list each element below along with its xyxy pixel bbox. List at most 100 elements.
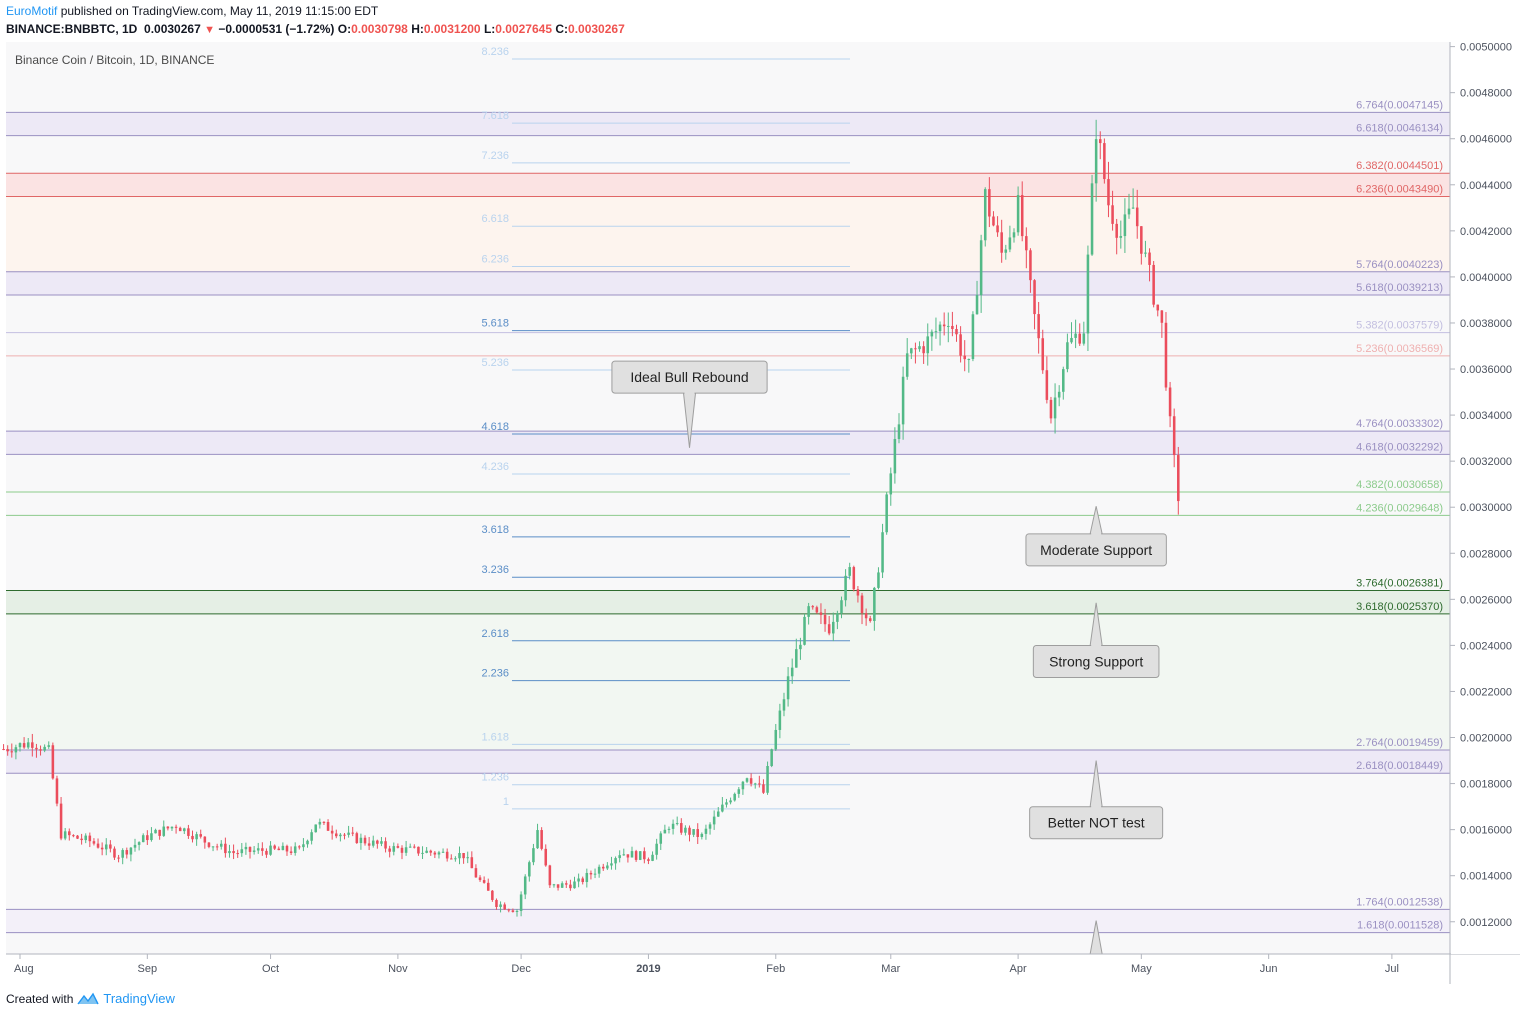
candle-body	[92, 841, 96, 844]
candle-body	[560, 883, 564, 888]
high-value: 0.0031200	[423, 22, 481, 36]
tradingview-logo-icon	[77, 992, 100, 1004]
time-tick-label: May	[1131, 963, 1152, 975]
candle-body	[733, 793, 736, 801]
candle-body	[889, 473, 893, 495]
candle-body	[318, 821, 322, 825]
candle-body	[162, 826, 166, 836]
candle-body	[458, 853, 461, 859]
candle-body	[753, 783, 757, 785]
candle-body	[121, 850, 124, 858]
candle-body	[815, 607, 819, 613]
candle-body	[1177, 455, 1180, 502]
candle-body	[326, 822, 330, 831]
candle-body	[1045, 370, 1049, 400]
candle-body	[150, 833, 153, 841]
candle-body	[174, 826, 178, 828]
candle-body	[565, 883, 568, 885]
time-tick-label: 2019	[636, 963, 660, 975]
fib-retracement-label: 1.618	[481, 731, 509, 743]
candle-body	[963, 355, 966, 360]
candle-body	[306, 840, 309, 845]
price-chart[interactable]: 6.764(0.0047145) 6.618(0.0046134) 6.382(0.…	[0, 0, 1526, 985]
time-tick-label: Jun	[1260, 963, 1278, 975]
candle-body	[1033, 280, 1036, 315]
candle-body	[486, 882, 490, 891]
price-tick-label: 0.0024000	[1460, 640, 1512, 652]
candle-body	[170, 826, 174, 829]
fib-band	[6, 613, 1450, 750]
fib-extension-label: 6.382(0.0044501)	[1356, 160, 1443, 172]
candle-body	[421, 852, 424, 854]
chart-title: Binance Coin / Bitcoin, 1D, BINANCE	[15, 53, 214, 67]
candle-body	[68, 831, 71, 836]
fib-retracement-label: 5.618	[481, 318, 509, 330]
candle-body	[499, 904, 502, 907]
candle-body	[31, 742, 34, 748]
candle-body	[277, 848, 281, 851]
candle-body	[10, 751, 14, 753]
candle-body	[1020, 195, 1024, 237]
candle-body	[844, 575, 847, 601]
candle-body	[630, 851, 634, 858]
candle-body	[482, 880, 486, 883]
candle-body	[1098, 139, 1102, 144]
candle-body	[273, 845, 276, 849]
callout-text: Ideal Bull Rebound	[630, 369, 748, 385]
candle-body	[593, 873, 597, 875]
price-tick-label: 0.0028000	[1460, 548, 1512, 560]
candle-body	[659, 833, 663, 844]
candle-body	[651, 854, 654, 861]
candle-body	[647, 859, 650, 861]
candle-body	[840, 600, 843, 614]
candle-body	[470, 857, 474, 869]
candle-body	[790, 667, 794, 677]
candle-body	[269, 845, 272, 855]
candle-body	[581, 878, 584, 883]
created-with-text: Created with	[6, 991, 74, 1006]
candle-body	[618, 855, 621, 859]
candle-body	[252, 850, 256, 852]
price-axis[interactable]: 0.0012000 0.0014000 0.0016000 0.0018000 0.00…	[1450, 42, 1512, 929]
candle-body	[544, 848, 548, 866]
candle-body	[1164, 322, 1168, 388]
candle-body	[955, 329, 958, 335]
candle-body	[129, 847, 133, 855]
candle-body	[942, 324, 946, 327]
candle-body	[351, 832, 354, 834]
candle-body	[638, 851, 642, 860]
candle-body	[947, 325, 950, 327]
candle-body	[6, 749, 9, 752]
tradingview-link[interactable]: TradingView	[103, 991, 175, 1006]
candle-body	[511, 910, 515, 912]
candle-body	[983, 189, 987, 241]
candle-body	[1016, 195, 1020, 233]
candle-body	[614, 858, 617, 864]
candle-body	[146, 835, 149, 841]
candle-body	[450, 858, 453, 860]
fib-extension-label: 4.382(0.0030658)	[1356, 479, 1443, 491]
price-tick-label: 0.0014000	[1460, 871, 1512, 883]
candle-body	[367, 843, 371, 846]
candle-body	[1037, 314, 1040, 339]
candle-body	[359, 837, 363, 844]
fib-extension-label: 5.764(0.0040223)	[1356, 259, 1443, 271]
candle-body	[1049, 399, 1053, 419]
candle-body	[1004, 249, 1008, 253]
price-tick-label: 0.0030000	[1460, 502, 1512, 514]
candle-body	[848, 567, 851, 576]
price-tick-label: 0.0026000	[1460, 594, 1512, 606]
candle-body	[663, 829, 667, 834]
fib-extension-lines: 6.764(0.0047145) 6.618(0.0046134) 6.382(0.…	[6, 99, 1450, 934]
fib-retracement-levels: 8.236 7.618 7.236 6.618 6.236 5.618 5.236 4.618…	[481, 46, 850, 810]
candle-body	[606, 865, 609, 869]
author-link[interactable]: EuroMotif	[6, 4, 58, 18]
time-axis[interactable]: Aug Sep Oct Nov Dec 2019 Feb Mar Apr May Jun Jul	[14, 954, 1399, 975]
fib-retracement-label: 7.236	[481, 150, 509, 162]
time-tick-label: Apr	[1010, 963, 1027, 975]
candle-body	[716, 811, 720, 817]
fib-extension-label: 5.618(0.0039213)	[1356, 282, 1443, 294]
fib-band	[6, 173, 1450, 197]
fib-retracement-label: 7.618	[481, 110, 509, 122]
price-tick-label: 0.0042000	[1460, 226, 1512, 238]
